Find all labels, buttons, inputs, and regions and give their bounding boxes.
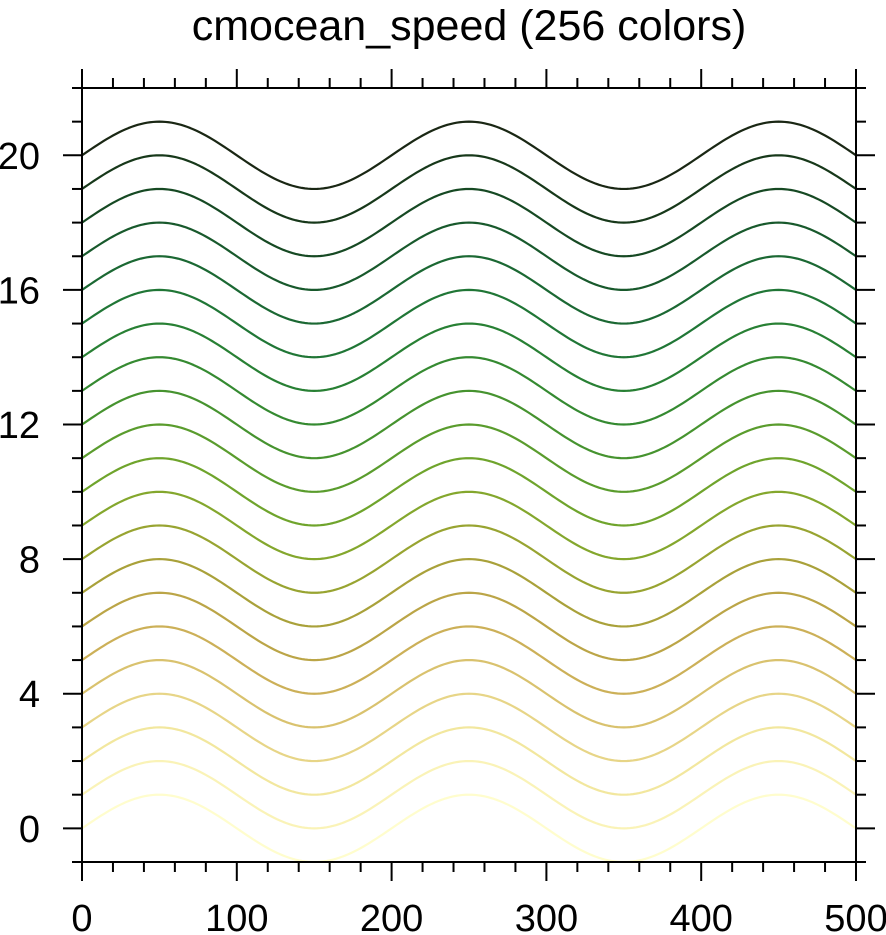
wave-curve-2: [80, 726, 858, 796]
wave-curve-12: [80, 389, 858, 460]
x-tick-label: 200: [360, 898, 423, 935]
y-tick-label: 8: [19, 540, 40, 582]
x-tick-label: 300: [515, 898, 578, 935]
y-tick-label: 0: [19, 809, 40, 851]
wave-curve-13: [80, 356, 858, 426]
y-tick-label: 4: [19, 674, 40, 716]
plot-frame: [81, 87, 857, 863]
y-tick-label: 20: [0, 136, 40, 178]
wave-curve-15: [80, 288, 858, 359]
y-tick-label: 12: [0, 405, 40, 447]
wave-curve-5: [80, 625, 858, 695]
wave-curve-14: [80, 322, 858, 392]
wave-curve-11: [80, 423, 858, 493]
wave-curve-18: [80, 187, 858, 258]
contour-curves: [80, 120, 858, 864]
wave-curve-20: [80, 120, 858, 191]
x-tick-label: 500: [824, 898, 886, 935]
wave-curve-9: [80, 490, 858, 561]
y-tick-label: 16: [0, 270, 40, 312]
axis-tick-labels: 0 100 200 300 400 500 0 4 8 12 16 20: [0, 136, 886, 935]
wave-curve-4: [80, 658, 858, 729]
axis-ticks: [63, 69, 875, 881]
wave-curve-1: [80, 759, 858, 830]
wave-curve-8: [80, 524, 858, 594]
wave-curve-7: [80, 558, 858, 628]
chart-title: cmocean_speed (256 colors): [191, 2, 747, 50]
x-tick-label: 0: [71, 898, 92, 935]
x-tick-label: 100: [205, 898, 268, 935]
x-tick-label: 400: [669, 898, 732, 935]
wave-curve-17: [80, 221, 858, 292]
wave-curve-6: [80, 591, 858, 662]
wave-curve-19: [80, 154, 858, 224]
wave-curve-10: [80, 457, 858, 527]
wave-curve-3: [80, 692, 858, 763]
wave-curve-0: [80, 793, 858, 864]
wave-curve-16: [80, 255, 858, 325]
